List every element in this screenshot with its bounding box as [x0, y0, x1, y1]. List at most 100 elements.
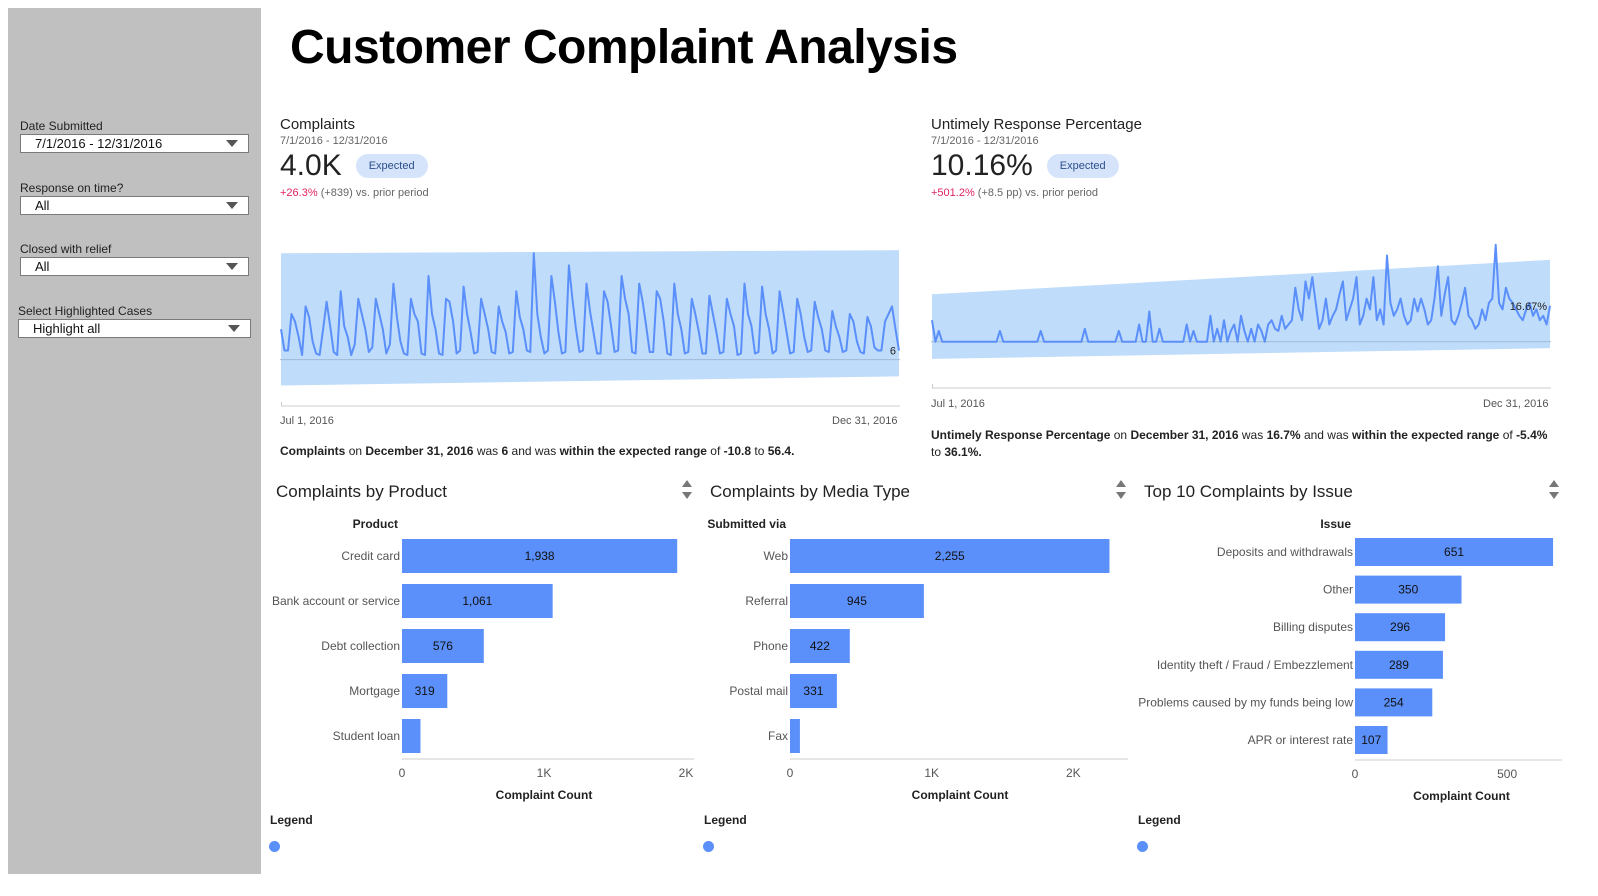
kpi-period: 7/1/2016 - 12/31/2016 — [931, 135, 1039, 147]
bar-value-label: 289 — [1389, 658, 1409, 672]
complaints-line-chart[interactable]: 6 — [280, 230, 902, 410]
bar-value-label: 296 — [1390, 620, 1410, 634]
closed-with-relief-dropdown[interactable]: All — [20, 257, 249, 276]
category-label: Web — [764, 549, 789, 563]
category-label: Bank account or service — [272, 594, 400, 608]
issue-bar-chart: Issue Deposits and withdrawals 651 Other 350… — [1138, 517, 1562, 803]
bar — [790, 539, 1110, 573]
filter-label: Date Submitted — [20, 119, 103, 133]
filter-date-submitted: Date Submitted 7/1/2016 - 12/31/2016 — [20, 119, 249, 153]
bar-value-label: 651 — [1444, 545, 1464, 559]
filter-highlighted-cases: Select Highlighted Cases Highlight all — [18, 304, 251, 338]
dropdown-value: All — [35, 198, 50, 213]
sort-icon[interactable] — [682, 480, 692, 502]
kpi-value: 4.0K — [280, 149, 342, 182]
bar-value-label: 331 — [803, 684, 823, 698]
x-axis-end-label: Dec 31, 2016 — [1483, 398, 1549, 410]
summary-value: 16.7% — [1266, 428, 1301, 442]
category-header: Product — [353, 517, 398, 531]
bar-value-label: 422 — [810, 639, 830, 653]
summary-text: of — [1502, 428, 1513, 442]
x-tick-label: 1K — [537, 766, 552, 780]
dropdown-value: Highlight all — [33, 321, 101, 336]
category-label: Mortgage — [349, 684, 400, 698]
bar-value-label: 319 — [415, 684, 435, 698]
bar-value-label: 107 — [1361, 733, 1381, 747]
response-on-time-dropdown[interactable]: All — [20, 196, 249, 215]
category-label: Fax — [768, 729, 788, 743]
kpi-change: +26.3% (+839) vs. prior period — [280, 187, 900, 199]
highlighted-cases-dropdown[interactable]: Highlight all — [18, 319, 251, 338]
x-axis-title: Complaint Count — [912, 788, 1009, 802]
bar — [790, 629, 850, 663]
date-submitted-dropdown[interactable]: 7/1/2016 - 12/31/2016 — [20, 134, 249, 153]
category-header: Issue — [1320, 517, 1351, 531]
x-tick-label: 1K — [924, 766, 939, 780]
x-axis-start-label: Jul 1, 2016 — [931, 398, 985, 410]
page-title: Customer Complaint Analysis — [290, 21, 958, 74]
end-value-label: 16.67% — [1510, 301, 1548, 313]
change-percent: +501.2% — [931, 187, 975, 199]
expected-range-band — [932, 259, 1550, 359]
kpi-complaints: Complaints 7/1/2016 - 12/31/2016 4.0K Ex… — [280, 116, 900, 199]
category-label: Billing disputes — [1273, 620, 1353, 634]
filter-label: Closed with relief — [20, 242, 112, 256]
kpi-period: 7/1/2016 - 12/31/2016 — [280, 135, 388, 147]
bar-value-label: 2,255 — [935, 549, 965, 563]
category-label: Referral — [745, 594, 788, 608]
category-label: Phone — [753, 639, 788, 653]
sort-icon[interactable] — [1116, 480, 1126, 502]
product-bar-chart: Product Credit card 1,938 Bank account or s… — [272, 517, 694, 802]
category-header: Submitted via — [707, 517, 786, 531]
bar — [790, 719, 800, 753]
sort-icon[interactable] — [1549, 480, 1559, 502]
summary-range-text: within the expected range — [559, 444, 707, 458]
category-label: Postal mail — [729, 684, 788, 698]
bar-value-label: 945 — [847, 594, 867, 608]
x-tick-label: 0 — [399, 766, 406, 780]
summary-date: December 31, 2016 — [1130, 428, 1239, 442]
x-tick-label: 0 — [1352, 767, 1359, 781]
untimely-line-chart[interactable]: 16.67% — [931, 228, 1553, 394]
bar — [402, 539, 678, 573]
bar-value-label: 254 — [1384, 695, 1404, 709]
filter-closed-with-relief: Closed with relief All — [20, 242, 249, 276]
kpi-untimely-response: Untimely Response Percentage 7/1/2016 - … — [931, 116, 1551, 199]
filter-label: Response on time? — [20, 181, 124, 195]
filter-label: Select Highlighted Cases — [18, 304, 153, 318]
category-label: APR or interest rate — [1248, 733, 1354, 747]
filter-sidebar: Date Submitted 7/1/2016 - 12/31/2016 Res… — [8, 8, 261, 874]
chevron-down-icon — [226, 202, 238, 209]
bar-value-label: 1,938 — [525, 549, 555, 563]
untimely-summary: Untimely Response Percentage on December… — [931, 427, 1556, 461]
chevron-down-icon — [226, 140, 238, 147]
legend-dot-icon[interactable] — [269, 841, 280, 852]
dropdown-value: All — [35, 259, 50, 274]
kpi-title: Untimely Response Percentage — [931, 116, 1142, 133]
summary-text: to — [931, 445, 942, 459]
panel-title-product: Complaints by Product — [276, 482, 448, 501]
legend-dot-icon[interactable] — [703, 841, 714, 852]
series-line — [280, 252, 900, 356]
legend-dot-icon[interactable] — [1137, 841, 1148, 852]
summary-text: was — [1241, 428, 1264, 442]
bar — [1355, 538, 1554, 566]
x-tick-label: 2K — [1066, 766, 1081, 780]
bar — [1355, 575, 1462, 604]
media-bar-chart: Submitted via Web 2,255 Referral 945 Phone 422… — [707, 517, 1128, 802]
panel-title-issue: Top 10 Complaints by Issue — [1144, 482, 1353, 501]
category-label: Identity theft / Fraud / Embezzlement — [1157, 658, 1354, 672]
bar-value-label: 1,061 — [462, 594, 492, 608]
chevron-down-icon — [226, 263, 238, 270]
legend-title: Legend — [270, 813, 313, 827]
bar — [790, 584, 924, 618]
bar — [1355, 650, 1443, 679]
bar-value-label: 350 — [1398, 583, 1418, 597]
summary-text: and was — [511, 444, 557, 458]
bar — [790, 674, 837, 708]
category-label: Other — [1323, 583, 1353, 597]
x-axis-title: Complaint Count — [1413, 789, 1510, 803]
bar-value-label: 576 — [433, 639, 453, 653]
bar — [402, 719, 421, 753]
expected-badge: Expected — [1046, 154, 1119, 178]
